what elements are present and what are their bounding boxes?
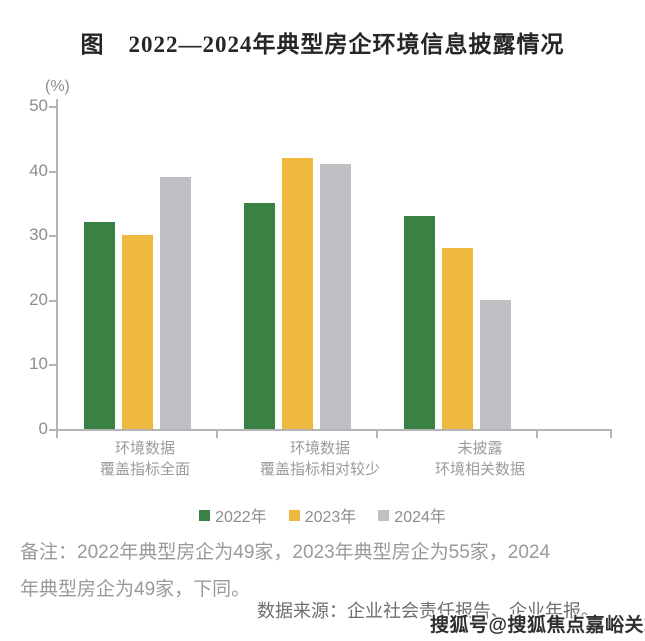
legend-swatch-icon (288, 509, 300, 521)
bar-group-1 (57, 106, 217, 429)
x-category-label-2: 环境数据覆盖指标相对较少 (225, 438, 415, 480)
x-axis-tick-0 (56, 430, 58, 438)
footnote-line-2: 年典型房企为49家，下同。 (20, 579, 251, 600)
x-category-label-1: 环境数据覆盖指标全面 (50, 438, 240, 480)
y-axis-label-30: 30 (29, 225, 48, 245)
x-category-label-line: 环境相关数据 (434, 461, 525, 478)
y-axis-tick-30 (49, 235, 57, 238)
x-category-label-line: 覆盖指标相对较少 (259, 461, 380, 478)
x-category-label-line: 覆盖指标全面 (99, 461, 190, 478)
legend-label: 2022年 (215, 509, 267, 526)
x-axis-tick-4 (610, 430, 612, 438)
legend-label: 2023年 (304, 509, 357, 526)
y-axis-label-10: 10 (29, 354, 48, 374)
bar-2024年-group1 (159, 177, 191, 429)
footnote-line-1: 备注：2022年典型房企为49家，2023年典型房企为55家，2024 (20, 542, 551, 563)
bar-2024年-group3 (479, 299, 511, 429)
y-axis-label-50: 50 (29, 96, 48, 115)
y-axis-unit-label: (%) (45, 78, 70, 95)
x-category-label-3: 未披露 环境相关数据 (385, 438, 575, 480)
bar-2022年-group3 (403, 215, 435, 429)
chart-legend: 2022年 2023年 2024年 (0, 503, 645, 527)
legend-swatch-icon (378, 509, 390, 521)
legend-item-2022年: 2022年 (199, 503, 267, 527)
bar-2023年-group1 (121, 235, 153, 429)
bar-2024年-group2 (319, 164, 351, 429)
y-axis-tick-10 (49, 364, 57, 367)
bar-group-3 (377, 106, 537, 429)
y-axis-tick-40 (49, 170, 57, 173)
y-axis-tick-50 (49, 106, 57, 108)
y-axis-tick-0 (49, 429, 57, 431)
y-axis-line (56, 99, 58, 430)
x-axis-tick-3 (536, 430, 538, 438)
x-axis-line (56, 429, 612, 431)
x-category-label-line: 环境数据 (114, 440, 175, 457)
legend-swatch-icon (199, 509, 211, 521)
watermark-text: 搜狐号@搜狐焦点嘉峪关站 (430, 615, 645, 636)
y-axis-label-40: 40 (29, 160, 48, 180)
x-axis-tick-2 (376, 430, 378, 438)
y-axis-label-20: 20 (29, 289, 48, 309)
legend-item-2024年: 2024年 (378, 503, 446, 527)
bar-2022年-group2 (243, 202, 275, 429)
legend-item-2023年: 2023年 (288, 503, 357, 527)
footnote: 备注：2022年典型房企为49家，2023年典型房企为55家，2024 年典型房… (20, 534, 638, 608)
x-axis-tick-1 (216, 430, 218, 438)
bar-group-2 (217, 106, 377, 429)
bar-2023年-group3 (441, 248, 473, 429)
x-category-label-line: 环境数据 (289, 440, 350, 457)
chart-title: 图 2022—2024年典型房企环境信息披露情况 (80, 32, 565, 57)
legend-label: 2024年 (394, 509, 446, 526)
data-source-text: 数据来源：企业社会责任报告、企业年报。 (257, 601, 599, 621)
bar-2023年-group2 (281, 157, 313, 429)
x-category-label-line: 未披露 (457, 440, 503, 457)
bar-2022年-group1 (83, 222, 115, 429)
y-axis-label-0: 0 (38, 419, 48, 438)
y-axis-tick-20 (49, 299, 57, 302)
